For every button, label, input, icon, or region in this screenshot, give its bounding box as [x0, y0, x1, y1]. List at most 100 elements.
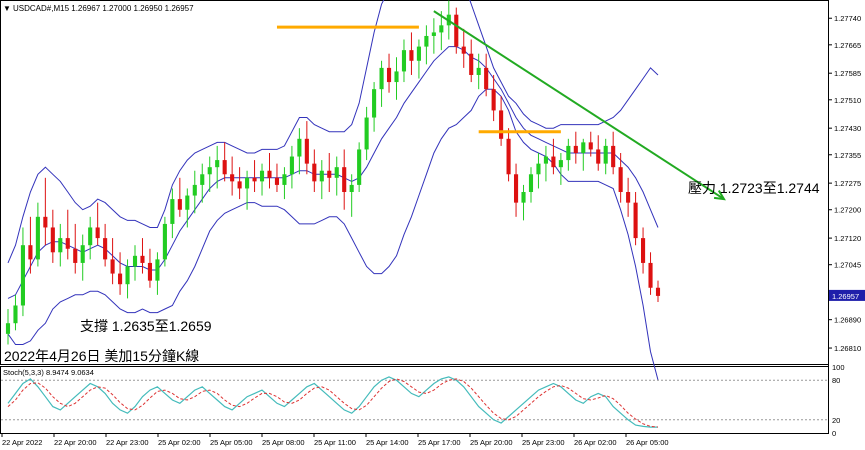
price-tick-label: 1.27665 [834, 41, 861, 50]
price-tick-label: 1.27430 [834, 124, 861, 133]
candle-bear [626, 192, 631, 203]
candle-bear [618, 167, 623, 193]
candle-bull [185, 195, 190, 210]
candle-bull [192, 184, 197, 196]
stoch-tick-label: 20 [832, 416, 840, 425]
symbol-header: USDCAD#,M15 1.26967 1.27000 1.26950 1.26… [13, 4, 194, 13]
candle-bear [73, 248, 78, 263]
price-tick-label: 1.26810 [834, 344, 861, 353]
candle-bull [319, 170, 324, 182]
candle-bear [611, 145, 616, 168]
candles [5, 0, 661, 345]
time-tick-label: 25 Apr 20:00 [470, 438, 513, 447]
price-tick-label: 1.27200 [834, 206, 861, 215]
price-tick-label: 1.27045 [834, 261, 861, 270]
candle-bear [633, 202, 638, 239]
time-tick-label: 22 Apr 2022 [2, 438, 42, 447]
bollinger-middle-band [7, 46, 659, 299]
candle-bull [603, 145, 608, 164]
candle-bull [357, 149, 362, 185]
bollinger-upper-band [7, 0, 659, 264]
candle-bear [327, 170, 332, 178]
time-tick-label: 26 Apr 02:00 [574, 438, 617, 447]
candle-bear [147, 262, 153, 281]
candle-bear [267, 170, 272, 178]
time-tick-label: 25 Apr 14:00 [366, 438, 409, 447]
candle-bear [252, 177, 257, 182]
candle-bear [454, 14, 459, 47]
candle-bear [274, 177, 280, 185]
candle-bear [409, 50, 414, 61]
stoch-tick-label: 80 [832, 376, 840, 385]
price-tick-label: 1.27275 [834, 179, 861, 188]
stoch-main-line [7, 376, 658, 428]
trendline-arrowhead [713, 190, 726, 201]
candle-bear [95, 227, 100, 239]
time-tick-label: 25 Apr 05:00 [210, 438, 253, 447]
annotations-layer [276, 10, 726, 201]
stoch-lines [1, 376, 828, 428]
time-tick-label: 25 Apr 11:00 [314, 438, 356, 447]
candle-bull [35, 216, 40, 260]
candle-bear [573, 145, 578, 153]
time-tick-label: 22 Apr 23:00 [106, 438, 149, 447]
time-tick-label: 26 Apr 05:00 [626, 438, 669, 447]
price-tick-label: 1.26890 [834, 316, 861, 325]
time-tick-label: 25 Apr 17:00 [418, 438, 461, 447]
trendline [433, 10, 725, 200]
stoch-signal-line [7, 378, 659, 428]
candle-bear [28, 245, 33, 260]
dropdown-arrow-icon[interactable]: ▼ [3, 4, 11, 13]
price-tick-label: 1.27740 [834, 14, 861, 23]
candle-bear [648, 262, 653, 288]
candle-bear [43, 216, 48, 228]
candle-bear [140, 255, 145, 263]
candle-bull [162, 223, 167, 260]
candle-bull [88, 227, 93, 246]
candle-bear [461, 46, 466, 54]
candle-bull [536, 163, 541, 175]
main-plot-frame [0, 0, 829, 365]
candle-bear [312, 163, 317, 182]
candle-bull [431, 32, 436, 36]
candle-bull [372, 89, 377, 118]
candle-bear [118, 273, 123, 285]
candle-bull [364, 117, 369, 150]
candle-bull [20, 245, 25, 306]
candle-bull [543, 156, 548, 164]
candle-bull [80, 245, 85, 263]
price-tick-label: 1.27510 [834, 96, 861, 105]
candle-bear [110, 259, 115, 274]
candle-bear [484, 67, 489, 90]
candle-bull [207, 167, 212, 175]
axis-layer: 1.27740 1.27665 1.27585 1.27510 1.27430 1.273… [1, 14, 861, 447]
bollinger-lower-band [7, 88, 659, 381]
bollinger-bands [7, 0, 659, 381]
candle-bull [132, 255, 138, 267]
support-label: 支撐 1.2635至1.2659 [80, 318, 212, 334]
time-tick-label: 22 Apr 20:00 [54, 438, 97, 447]
candle-bull [215, 160, 220, 168]
candle-bull [289, 156, 294, 175]
candle-bull [125, 266, 130, 285]
price-tick-label: 1.27120 [834, 234, 861, 243]
candle-bull [282, 174, 287, 185]
candle-bull [394, 71, 399, 83]
candle-bull [521, 192, 526, 203]
candle-bull [349, 184, 354, 193]
time-tick-label: 25 Apr 23:00 [522, 438, 565, 447]
candle-bear [655, 287, 661, 296]
candle-bear [513, 174, 519, 203]
candle-bear [469, 53, 474, 75]
candle-bull [13, 305, 18, 324]
candle-bull [581, 142, 586, 153]
resistance-label: 壓力 1.2723至1.2744 [688, 180, 820, 196]
candle-bull [170, 199, 175, 224]
candle-bull [439, 25, 444, 33]
candle-bull [259, 170, 265, 182]
candle-bear [177, 199, 182, 210]
candle-bear [596, 149, 601, 164]
candle-bear [230, 174, 235, 182]
candle-bear [386, 67, 392, 83]
